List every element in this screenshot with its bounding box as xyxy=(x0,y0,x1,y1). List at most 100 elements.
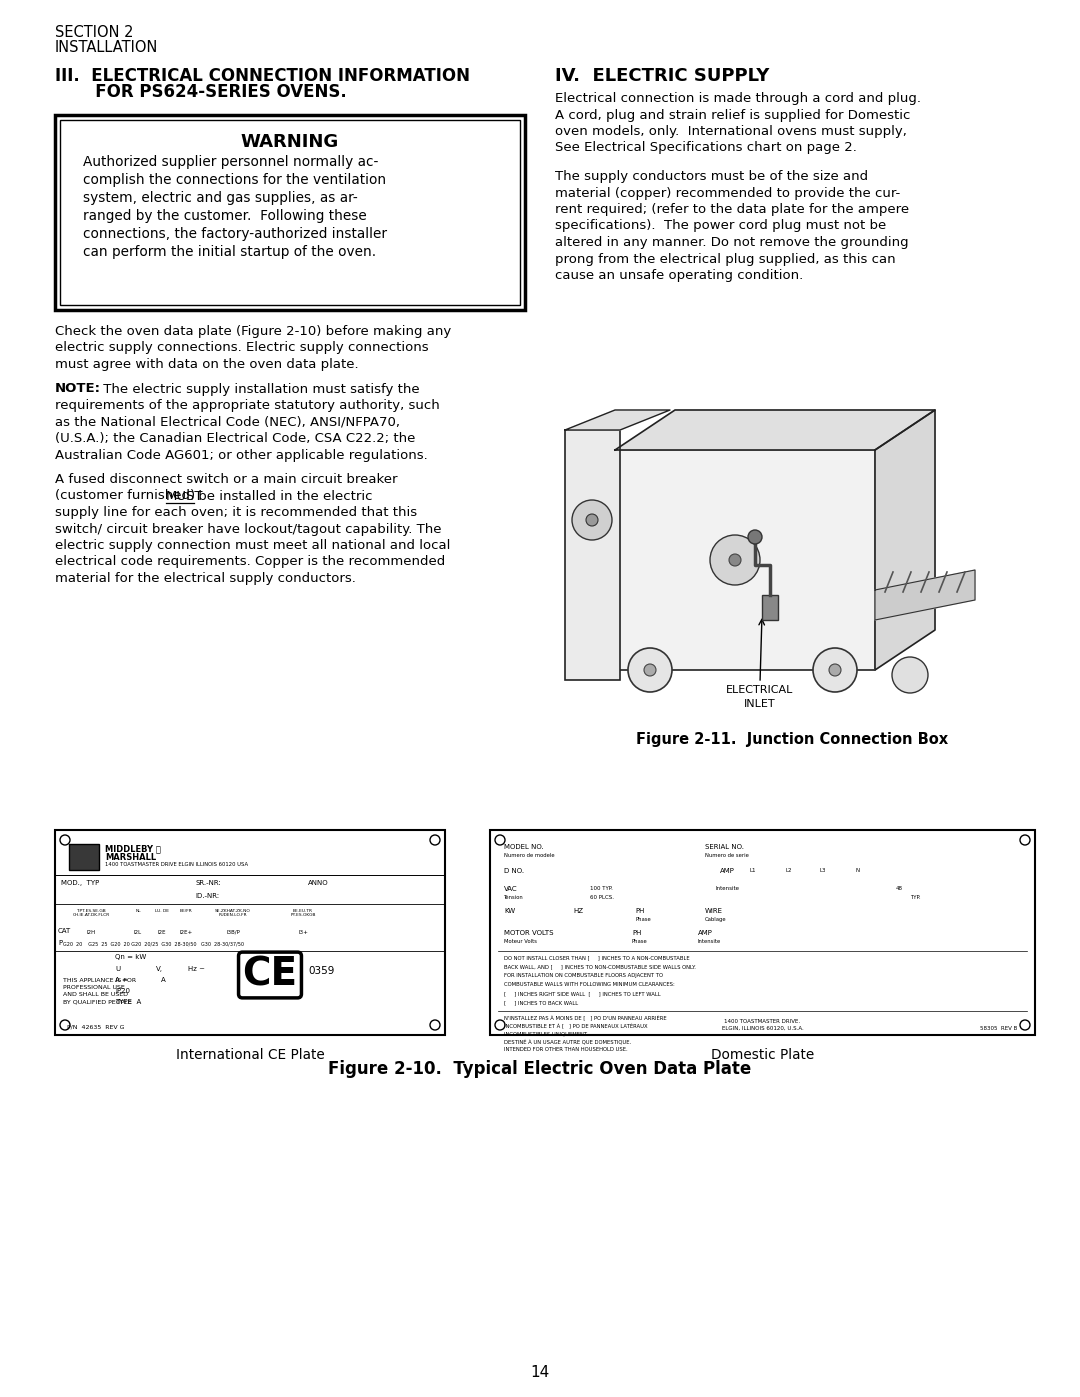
Text: supply line for each oven; it is recommended that this: supply line for each oven; it is recomme… xyxy=(55,506,417,520)
Circle shape xyxy=(586,514,598,527)
Text: V,: V, xyxy=(156,965,163,972)
Bar xyxy=(55,939,445,950)
Text: must agree with data on the oven data plate.: must agree with data on the oven data pl… xyxy=(55,358,359,372)
Bar xyxy=(820,886,843,894)
Text: T.PT.ES.SE.GB
CH.IE.AT.DK.FLCR: T.PT.ES.SE.GB CH.IE.AT.DK.FLCR xyxy=(72,909,110,918)
Bar xyxy=(269,928,337,937)
Text: material (copper) recommended to provide the cur-: material (copper) recommended to provide… xyxy=(555,187,901,200)
Bar xyxy=(222,879,303,888)
Circle shape xyxy=(1020,1020,1030,1030)
Bar xyxy=(828,868,852,876)
Text: complish the connections for the ventilation: complish the connections for the ventila… xyxy=(83,173,387,187)
Text: ELECTRICAL: ELECTRICAL xyxy=(727,685,794,694)
Text: MODEL NO.: MODEL NO. xyxy=(504,844,543,849)
Text: can perform the initial startup of the oven.: can perform the initial startup of the o… xyxy=(83,244,376,258)
Text: IP20: IP20 xyxy=(114,988,130,995)
Text: COMBUSTABLE WALLS WITH FOLLOWING MINIMUM CLEARANCES:: COMBUSTABLE WALLS WITH FOLLOWING MINIMUM… xyxy=(504,982,675,988)
Circle shape xyxy=(495,1020,505,1030)
Text: N: N xyxy=(855,868,859,873)
Text: MOD.,  TYP: MOD., TYP xyxy=(60,880,99,886)
Text: The electric supply installation must satisfy the: The electric supply installation must sa… xyxy=(99,383,420,395)
Bar xyxy=(222,893,353,901)
Text: INCOMBUSTIBLES UNIQUEMENT.: INCOMBUSTIBLES UNIQUEMENT. xyxy=(504,1031,589,1037)
Text: I3B/P: I3B/P xyxy=(226,930,240,935)
Text: AMP: AMP xyxy=(698,930,713,936)
Text: CE: CE xyxy=(242,956,298,995)
Text: Figure 2-11.  Junction Connection Box: Figure 2-11. Junction Connection Box xyxy=(636,732,948,747)
Text: (U.S.A.); the Canadian Electrical Code, CSA C22.2; the: (U.S.A.); the Canadian Electrical Code, … xyxy=(55,432,416,446)
Text: Phase: Phase xyxy=(632,939,648,944)
Text: requirements of the appropriate statutory authority, such: requirements of the appropriate statutor… xyxy=(55,400,440,412)
Text: SR.-NR:: SR.-NR: xyxy=(195,880,220,886)
Text: BE/FR: BE/FR xyxy=(179,909,192,914)
Text: as the National Electrical Code (NEC), ANSI/NFPA70,: as the National Electrical Code (NEC), A… xyxy=(55,415,400,429)
Bar xyxy=(130,977,158,985)
Circle shape xyxy=(644,664,656,676)
Text: 58305  REV B: 58305 REV B xyxy=(980,1025,1017,1031)
Text: INTENDED FOR OTHER THAN HOUSEHOLD USE.: INTENDED FOR OTHER THAN HOUSEHOLD USE. xyxy=(504,1046,627,1052)
Circle shape xyxy=(572,500,612,541)
Text: (customer furnished): (customer furnished) xyxy=(55,489,200,503)
Circle shape xyxy=(748,529,762,543)
Text: Numero de modele: Numero de modele xyxy=(504,854,555,858)
Text: VAC: VAC xyxy=(504,886,517,893)
Text: FOR PS624-SERIES OVENS.: FOR PS624-SERIES OVENS. xyxy=(55,82,347,101)
Text: HZ: HZ xyxy=(573,908,583,914)
Text: 48: 48 xyxy=(896,886,903,891)
Text: G20  20    G25  25  G20  20 G20  20/25  G30  28-30/50   G30  28-30/37/50: G20 20 G25 25 G20 20 G20 20/25 G30 28-30… xyxy=(63,942,244,947)
Text: switch/ circuit breaker have lockout/tagout capability. The: switch/ circuit breaker have lockout/tag… xyxy=(55,522,442,535)
Text: SERIAL NO.: SERIAL NO. xyxy=(705,844,744,849)
Text: I2E+: I2E+ xyxy=(179,930,192,935)
Bar xyxy=(588,907,629,916)
Bar xyxy=(175,907,197,928)
Text: electric supply connections. Electric supply connections: electric supply connections. Electric su… xyxy=(55,341,429,355)
Text: PH: PH xyxy=(635,908,645,914)
Bar xyxy=(538,886,588,894)
Text: Check the oven data plate (Figure 2-10) before making any: Check the oven data plate (Figure 2-10) … xyxy=(55,326,451,338)
Polygon shape xyxy=(875,570,975,620)
Bar xyxy=(565,842,675,852)
Text: SECTION 2: SECTION 2 xyxy=(55,25,134,41)
Text: 0359: 0359 xyxy=(308,965,335,977)
Text: ranged by the customer.  Following these: ranged by the customer. Following these xyxy=(83,210,367,224)
Text: See Electrical Specifications chart on page 2.: See Electrical Specifications chart on p… xyxy=(555,141,856,155)
Text: MIDDLEBY Ⓞ: MIDDLEBY Ⓞ xyxy=(105,844,161,854)
Text: A =: A = xyxy=(114,977,127,983)
Text: The supply conductors must be of the size and: The supply conductors must be of the siz… xyxy=(555,170,868,183)
Bar xyxy=(329,879,364,888)
Text: Tension: Tension xyxy=(504,895,524,900)
Text: Qn = kW: Qn = kW xyxy=(114,954,146,960)
Bar xyxy=(175,928,197,937)
Text: KW: KW xyxy=(504,908,515,914)
Circle shape xyxy=(729,555,741,566)
Bar xyxy=(55,115,525,310)
Text: Australian Code AG601; or other applicable regulations.: Australian Code AG601; or other applicab… xyxy=(55,448,428,461)
Text: A fused disconnect switch or a main circuit breaker: A fused disconnect switch or a main circ… xyxy=(55,474,397,486)
Text: L2: L2 xyxy=(785,868,792,873)
Text: INSTALLATION: INSTALLATION xyxy=(55,41,159,54)
Circle shape xyxy=(892,657,928,693)
Text: DO NOT INSTALL CLOSER THAN [     ] INCHES TO A NON-COMBUSTABLE: DO NOT INSTALL CLOSER THAN [ ] INCHES TO… xyxy=(504,956,690,960)
Text: Numero de serie: Numero de serie xyxy=(705,854,748,858)
Bar xyxy=(535,868,645,876)
Text: WARNING: WARNING xyxy=(241,133,339,151)
Bar xyxy=(269,907,337,928)
Text: be installed in the electric: be installed in the electric xyxy=(194,489,373,503)
Text: International CE Plate: International CE Plate xyxy=(176,1048,324,1062)
Text: N'INSTALLEZ PAS À MOINS DE [   ] PO D'UN PANNEAU ARRIÈRE: N'INSTALLEZ PAS À MOINS DE [ ] PO D'UN P… xyxy=(504,1016,666,1021)
Circle shape xyxy=(1020,835,1030,845)
Text: AMP: AMP xyxy=(720,868,734,875)
Text: specifications).  The power cord plug must not be: specifications). The power cord plug mus… xyxy=(555,219,887,232)
Text: ID.-NR:: ID.-NR: xyxy=(195,893,219,900)
Bar xyxy=(120,879,190,888)
Text: Cablage: Cablage xyxy=(705,916,727,922)
Text: altered in any manner. Do not remove the grounding: altered in any manner. Do not remove the… xyxy=(555,236,908,249)
Text: LU. DE: LU. DE xyxy=(156,909,168,914)
Bar xyxy=(765,842,915,852)
Text: Electrical connection is made through a cord and plug.: Electrical connection is made through a … xyxy=(555,92,921,105)
Text: 1400 TOASTMASTER DRIVE.: 1400 TOASTMASTER DRIVE. xyxy=(725,1018,800,1024)
Bar xyxy=(197,907,269,928)
Bar xyxy=(519,907,570,916)
Circle shape xyxy=(495,835,505,845)
Text: PH: PH xyxy=(632,930,642,936)
